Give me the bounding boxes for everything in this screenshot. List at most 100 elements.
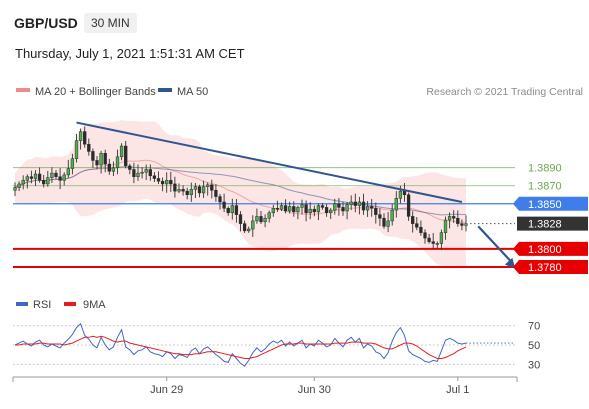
candle bbox=[136, 164, 140, 181]
candle-body bbox=[361, 201, 366, 211]
candle-body bbox=[279, 205, 284, 210]
candle bbox=[107, 158, 111, 175]
candle bbox=[251, 215, 255, 237]
level-label-1.3890: 1.3890 bbox=[528, 163, 562, 175]
rsi-legend-label: RSI bbox=[33, 299, 51, 311]
candle-body bbox=[234, 205, 239, 215]
candle-body bbox=[238, 214, 243, 224]
candle bbox=[341, 201, 345, 216]
candle bbox=[160, 177, 165, 192]
candle-body bbox=[46, 177, 50, 185]
candle bbox=[267, 210, 271, 223]
candle bbox=[21, 175, 25, 190]
candle bbox=[193, 182, 198, 199]
level-labels: 1.3890 1.3870 1.3850 1.3828 1.3800 1.3780 bbox=[513, 163, 588, 274]
candle bbox=[181, 185, 185, 196]
candle bbox=[50, 167, 54, 183]
candle bbox=[283, 199, 288, 214]
candle-body bbox=[435, 243, 439, 245]
level-label-1.3850: 1.3850 bbox=[528, 199, 562, 211]
candle bbox=[66, 159, 70, 179]
candle-body bbox=[140, 171, 144, 174]
candle bbox=[312, 205, 316, 217]
candle bbox=[452, 210, 456, 223]
candle-body bbox=[275, 208, 280, 210]
candle bbox=[144, 164, 148, 181]
candle-body bbox=[259, 216, 263, 223]
candle-body bbox=[95, 160, 99, 166]
candle-body bbox=[54, 172, 58, 177]
candle-body bbox=[210, 184, 214, 191]
candle-body bbox=[333, 203, 337, 211]
level-label-1.3800: 1.3800 bbox=[528, 244, 562, 256]
bollinger-legend-label: MA 20 + Bollinger Bands bbox=[35, 86, 156, 98]
candle-body bbox=[464, 223, 468, 226]
candle bbox=[111, 161, 116, 176]
candle bbox=[304, 200, 308, 222]
candle bbox=[292, 201, 296, 217]
candle-body bbox=[37, 173, 42, 181]
candle bbox=[173, 176, 177, 198]
candle bbox=[206, 182, 210, 196]
candle bbox=[46, 170, 50, 187]
candle bbox=[329, 208, 333, 219]
main-legend: MA 20 + Bollinger Bands MA 50 bbox=[16, 86, 208, 98]
candle bbox=[390, 203, 394, 226]
candle-body bbox=[419, 226, 423, 233]
candle-body bbox=[247, 228, 251, 232]
candle bbox=[54, 170, 58, 179]
candle-body bbox=[156, 178, 161, 182]
candle bbox=[25, 174, 29, 189]
timeframe-badge[interactable]: 30 MIN bbox=[84, 13, 137, 33]
candle-body bbox=[87, 143, 91, 152]
candle bbox=[411, 211, 415, 233]
candle-body bbox=[201, 186, 206, 194]
bollinger-band-area bbox=[14, 119, 467, 267]
candle bbox=[460, 219, 464, 231]
rsi-tick-50: 50 bbox=[528, 340, 540, 352]
candle bbox=[456, 210, 460, 227]
candle-body bbox=[460, 223, 464, 226]
candle-body bbox=[132, 169, 136, 177]
candle-body bbox=[292, 206, 296, 213]
candle bbox=[374, 202, 378, 224]
candle-body bbox=[70, 158, 75, 169]
candle-body bbox=[25, 176, 29, 181]
candle-body bbox=[304, 204, 308, 214]
ma50-line bbox=[14, 166, 467, 216]
candle-body bbox=[91, 151, 95, 161]
candle-body bbox=[17, 183, 21, 188]
candle bbox=[152, 172, 157, 183]
candle bbox=[62, 172, 66, 186]
candle bbox=[242, 220, 247, 233]
rsi-legend-swatch bbox=[16, 302, 28, 306]
candle-body bbox=[165, 180, 169, 185]
candle bbox=[17, 181, 21, 192]
candle-body bbox=[411, 216, 415, 224]
candle-body bbox=[169, 180, 173, 185]
candle bbox=[115, 149, 120, 175]
candle-body bbox=[193, 186, 198, 190]
candle-body bbox=[29, 176, 34, 179]
rsi-ma-legend-swatch bbox=[64, 302, 76, 306]
candle bbox=[345, 202, 349, 220]
candle bbox=[353, 193, 357, 213]
candle bbox=[29, 170, 34, 184]
last-price-label-box bbox=[517, 216, 588, 231]
candle bbox=[218, 193, 222, 210]
candle-body bbox=[78, 131, 83, 141]
candle-body bbox=[308, 208, 312, 214]
candle bbox=[165, 172, 169, 193]
candle bbox=[132, 162, 136, 184]
candle-body bbox=[398, 190, 403, 199]
candle-body bbox=[148, 169, 152, 177]
candle-body bbox=[160, 180, 165, 185]
candle-body bbox=[345, 204, 349, 212]
candle-body bbox=[83, 131, 87, 145]
candle-body bbox=[128, 165, 132, 170]
candle bbox=[210, 179, 214, 199]
candle bbox=[74, 133, 79, 163]
candle-body bbox=[427, 237, 431, 242]
ma50-legend-label: MA 50 bbox=[177, 86, 208, 98]
